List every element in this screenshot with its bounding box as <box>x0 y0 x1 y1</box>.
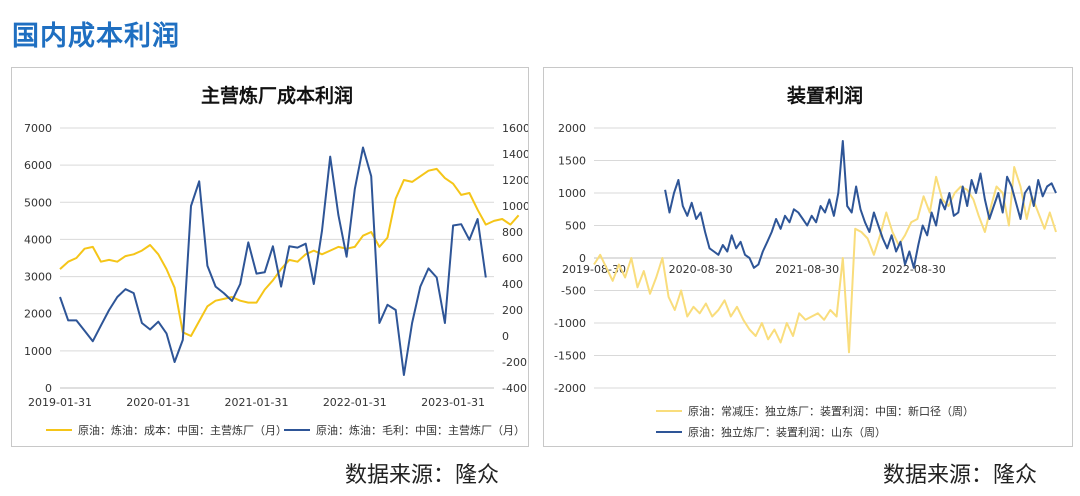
y-tick-label-right: -400 <box>502 382 527 395</box>
y-tick-label-left: 0 <box>45 382 52 395</box>
y-tick-label-left: -1500 <box>554 350 586 363</box>
series-line-2 <box>59 146 487 376</box>
x-tick-label: 2020-01-31 <box>126 396 190 409</box>
y-tick-label-right: 800 <box>502 226 523 239</box>
y-tick-label-left: 1000 <box>558 187 586 200</box>
page-title: 国内成本利润 <box>12 21 180 52</box>
chart-cost-profit: 主营炼厂成本利润01000200030004000500060007000-40… <box>24 84 528 437</box>
y-tick-label-left: 500 <box>565 220 586 233</box>
y-tick-label-right: 1600 <box>502 122 528 135</box>
y-tick-label-right: 0 <box>502 330 509 343</box>
y-tick-label-left: 1500 <box>558 155 586 168</box>
legend-label-1: 原油：炼油：成本：中国：主营炼厂（月） <box>78 423 287 437</box>
y-tick-label-right: 200 <box>502 304 523 317</box>
y-tick-label-left: 6000 <box>24 159 52 172</box>
y-tick-label-left: -1000 <box>554 317 586 330</box>
y-tick-label-left: -500 <box>561 285 586 298</box>
chart-panel-cost-profit: 主营炼厂成本利润 0 1000 2000 3000 4000 5000 6000 7000 -40… <box>11 67 529 447</box>
x-tick-label: 2022-08-30 <box>882 263 946 276</box>
y-tick-label-right: 1000 <box>502 200 528 213</box>
x-tick-label: 2023-01-31 <box>421 396 485 409</box>
series-line-1 <box>59 167 520 337</box>
x-tick-label: 2021-08-30 <box>775 263 839 276</box>
y-tick-label-right: 600 <box>502 252 523 265</box>
y-tick-label-left: -2000 <box>554 382 586 395</box>
chart-title: 装置利润 <box>786 84 863 107</box>
y-tick-label-left: 1000 <box>24 345 52 358</box>
x-tick-label: 2021-01-31 <box>225 396 289 409</box>
legend-label-2: 原油：炼油：毛利：中国：主营炼厂（月） <box>316 423 525 437</box>
x-tick-label: 2019-08-30 <box>562 263 626 276</box>
y-tick-label-right: -200 <box>502 356 527 369</box>
chart-title: 主营炼厂成本利润 <box>201 84 353 107</box>
legend-label-2: 原油：独立炼厂：装置利润：山东（周） <box>688 425 886 439</box>
x-tick-label: 2020-08-30 <box>669 263 733 276</box>
y-tick-label-right: 400 <box>502 278 523 291</box>
y-tick-label-left: 7000 <box>24 122 52 135</box>
y-tick-label-left: 2000 <box>558 122 586 135</box>
y-tick-label-right: 1200 <box>502 174 528 187</box>
x-tick-label: 2019-01-31 <box>28 396 92 409</box>
source-note-left: 数据来源：隆众 <box>345 463 500 488</box>
x-tick-label: 2022-01-31 <box>323 396 387 409</box>
y-tick-label-left: 5000 <box>24 196 52 209</box>
y-tick-label-left: 0 <box>579 252 586 265</box>
source-note-right: 数据来源：隆众 <box>883 463 1038 488</box>
y-tick-label-left: 4000 <box>24 233 52 246</box>
y-tick-label-left: 2000 <box>24 308 52 321</box>
y-tick-label-right: 1400 <box>502 148 528 161</box>
legend-label-1: 原油：常减压：独立炼厂：装置利润：中国：新口径（周） <box>688 404 974 418</box>
chart-unit-profit: 装置利润 -2000 -1500 -1000 -500 0 500 1000 1500 2000 2… <box>554 84 1057 439</box>
y-tick-label-left: 3000 <box>24 271 52 284</box>
chart-panel-unit-profit: 装置利润 -2000 -1500 -1000 -500 0 500 1000 1500 2000 2… <box>543 67 1073 447</box>
series-line-2 <box>664 140 1057 269</box>
series-line-1 <box>593 166 1057 354</box>
